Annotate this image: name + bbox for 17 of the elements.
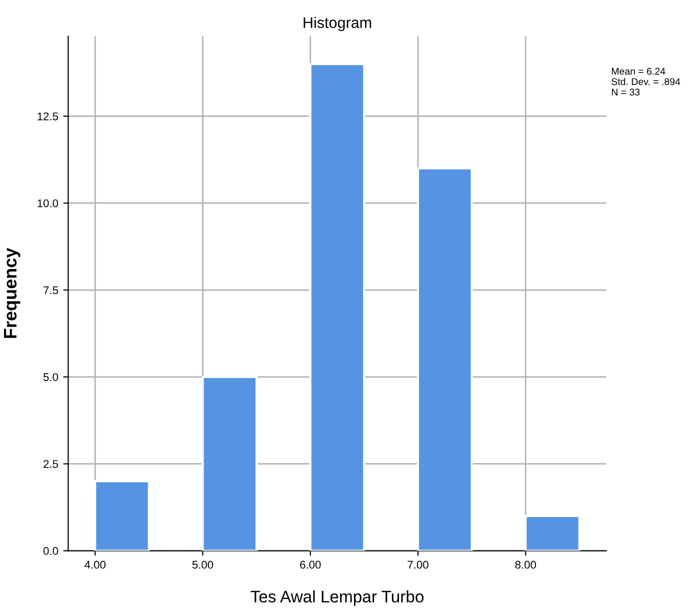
text: Mean = 6.24 (612, 68, 666, 75)
text: Std. Dev. = .894 (612, 78, 680, 86)
y-tick-label: 10.0 (38, 199, 58, 208)
y-tick-label: 2.5 (44, 460, 58, 468)
text: N = 33 (612, 88, 640, 96)
y-tick-label: 12.5 (38, 112, 58, 120)
x-tick-label: 4.00 (84, 560, 106, 569)
x-tick-label: 6.00 (300, 560, 321, 569)
x-tick-label: 5.00 (192, 560, 214, 569)
y-tick-label: 7.5 (44, 286, 58, 294)
x-tick-label: 7.00 (408, 560, 428, 569)
y-tick-label: 5.0 (43, 373, 58, 382)
y-axis-title: Frequency (4, 248, 20, 338)
x-tick-label: 8.00 (515, 560, 536, 569)
y-tick-label: 0.0 (43, 547, 58, 555)
chart-title: Histogram (304, 16, 372, 32)
x-axis-title: Tes Awal Lempar Turbo (250, 590, 424, 606)
